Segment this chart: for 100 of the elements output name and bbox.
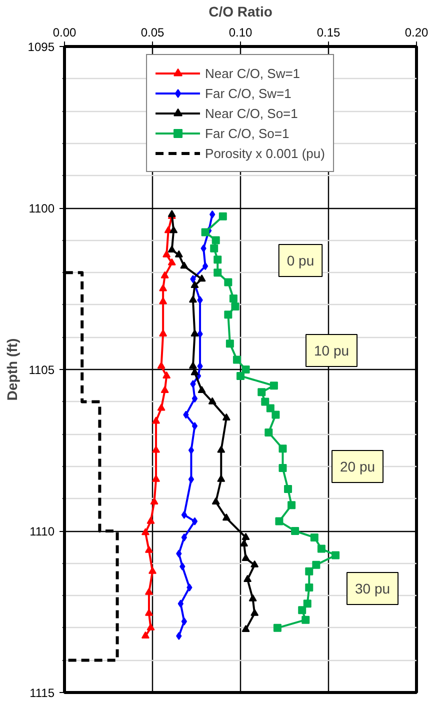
point — [208, 397, 216, 404]
point — [141, 631, 150, 638]
point — [224, 310, 232, 319]
point — [192, 394, 198, 403]
point — [181, 510, 188, 519]
point — [226, 340, 234, 348]
point — [144, 608, 153, 616]
y-tick-label: 1095 — [28, 40, 55, 54]
x-tick-label: 0.20 — [404, 26, 429, 40]
y-axis-title: Depth (ft) — [4, 338, 20, 401]
point — [272, 410, 280, 419]
point — [291, 527, 300, 535]
point — [159, 284, 168, 292]
point — [250, 560, 259, 568]
point — [305, 567, 314, 576]
point — [212, 236, 220, 244]
point — [232, 356, 241, 364]
point — [224, 278, 232, 286]
y-tick-label: 1110 — [30, 524, 55, 538]
point — [242, 366, 250, 374]
y-tick-label: 1105 — [28, 363, 55, 377]
point — [270, 382, 278, 390]
x-tick-label: 0.15 — [316, 26, 341, 40]
point — [162, 371, 171, 378]
point — [181, 533, 188, 542]
point — [198, 386, 206, 394]
legend-label: Far C/O, So=1 — [205, 126, 290, 140]
point — [240, 539, 248, 546]
point — [190, 380, 196, 388]
point — [242, 624, 250, 632]
point — [160, 271, 169, 278]
point — [181, 617, 188, 626]
point — [157, 404, 166, 411]
x-axis-title: C/O Ratio — [208, 4, 272, 20]
point — [242, 554, 250, 561]
point — [317, 544, 326, 553]
point — [188, 362, 197, 369]
point — [273, 624, 282, 632]
point — [312, 560, 320, 569]
point — [192, 517, 198, 526]
point — [150, 497, 158, 504]
point — [190, 275, 196, 284]
point — [176, 550, 182, 558]
point — [141, 528, 150, 536]
legend-label: Porosity x 0.001 (pu) — [205, 146, 325, 160]
point — [201, 228, 210, 236]
point — [244, 574, 252, 582]
y-tick-label: 1115 — [30, 686, 55, 700]
point — [202, 262, 208, 270]
point — [168, 245, 176, 253]
point — [258, 388, 266, 396]
point — [284, 485, 292, 494]
point — [174, 250, 183, 258]
y-tick-label: 1100 — [28, 202, 55, 216]
point — [178, 600, 184, 608]
point — [210, 244, 218, 252]
point — [198, 274, 206, 282]
point — [192, 422, 198, 430]
point — [197, 296, 203, 304]
point — [188, 296, 197, 303]
point — [310, 533, 318, 542]
point — [264, 428, 273, 436]
point — [212, 497, 220, 504]
point — [162, 250, 171, 258]
point — [160, 386, 169, 394]
point — [218, 212, 227, 220]
point — [214, 256, 222, 264]
point — [180, 262, 188, 269]
x-tick-label: 0.05 — [140, 26, 165, 40]
point — [242, 532, 250, 540]
point — [231, 302, 240, 311]
point — [298, 606, 306, 614]
point — [302, 616, 310, 624]
point — [332, 551, 340, 560]
point — [159, 329, 168, 336]
point — [288, 501, 296, 510]
point — [190, 368, 199, 376]
point — [236, 372, 244, 380]
point — [176, 632, 182, 640]
point — [148, 566, 156, 574]
point — [168, 258, 176, 266]
point — [214, 268, 222, 277]
point — [217, 474, 226, 482]
point — [152, 416, 160, 424]
point — [305, 584, 314, 592]
point — [278, 464, 287, 472]
point — [200, 244, 206, 252]
annotation: 0 pu — [286, 252, 314, 268]
point — [278, 444, 287, 453]
legend-label: Near C/O, So=1 — [205, 106, 298, 120]
legend-label: Far C/O, Sw=1 — [205, 86, 292, 100]
annotation: 20 pu — [340, 458, 376, 474]
point — [190, 280, 199, 288]
annotation: 30 pu — [354, 580, 390, 596]
x-tick-label: 0.00 — [52, 26, 77, 40]
point — [303, 600, 312, 608]
point — [186, 584, 192, 592]
point — [170, 226, 178, 234]
point — [210, 210, 216, 218]
point — [144, 546, 153, 553]
